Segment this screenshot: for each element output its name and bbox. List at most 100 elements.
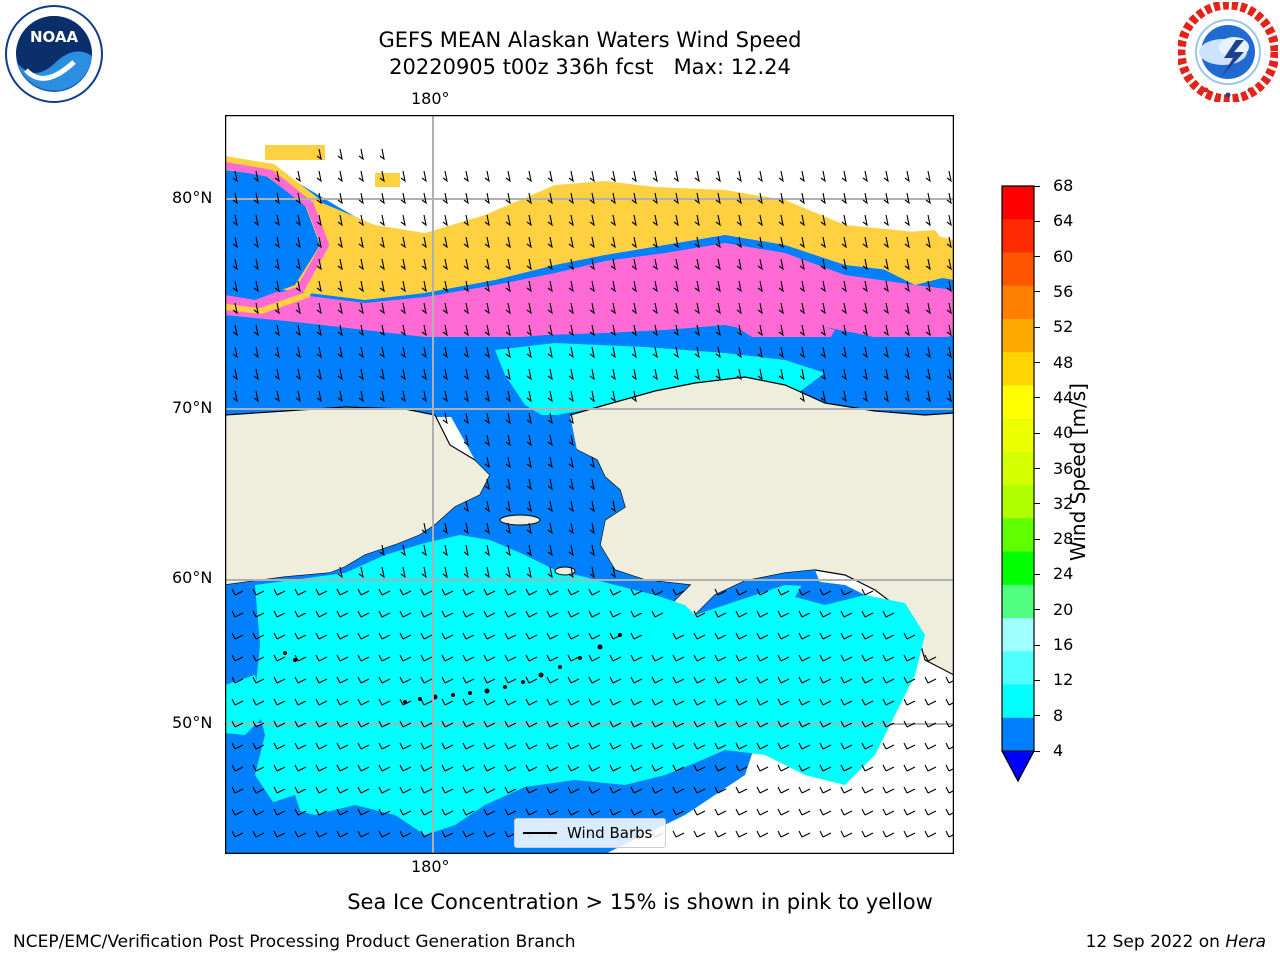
wind-barb: [693, 786, 706, 794]
wind-barb: [925, 258, 931, 271]
wind-barb: [442, 302, 448, 315]
colorbar-segment: [1002, 318, 1034, 353]
wind-barb: [946, 280, 952, 293]
wind-barb: [694, 170, 700, 183]
wind-barb: [525, 742, 538, 750]
wind-barb: [568, 236, 574, 249]
wind-barb: [904, 280, 910, 293]
wind-barb: [505, 522, 511, 535]
wind-barb: [484, 478, 490, 491]
wind-barb: [463, 522, 469, 535]
wind-barb: [609, 720, 622, 728]
colorbar-label: Wind Speed [m/s]: [1066, 383, 1090, 561]
wind-barb: [756, 588, 769, 596]
footer-credit: NCEP/EMC/Verification Post Processing Pr…: [13, 932, 576, 952]
wind-barb: [505, 390, 511, 403]
wind-barb: [421, 346, 427, 359]
wind-barb: [862, 324, 868, 337]
wind-barb: [757, 302, 763, 315]
wind-barb: [463, 324, 469, 337]
wind-barb: [337, 258, 343, 271]
wind-barb: [231, 764, 244, 772]
wind-barb: [756, 742, 769, 750]
wind-barb: [652, 280, 658, 293]
wind-barb: [441, 742, 454, 750]
wind-barb: [883, 236, 889, 249]
wind-barb: [505, 302, 511, 315]
wind-barb: [358, 280, 364, 293]
wind-barb: [883, 368, 889, 381]
wind-barb: [904, 192, 910, 205]
wind-barb: [462, 676, 475, 684]
wind-barb: [525, 764, 538, 772]
wind-barb: [462, 808, 475, 816]
wind-barb: [757, 346, 763, 359]
colorbar-segment: [1002, 551, 1034, 586]
wind-barb: [294, 720, 307, 728]
wind-barb: [442, 368, 448, 381]
wind-barb: [610, 236, 616, 249]
wind-barb: [547, 566, 553, 579]
wind-barb: [252, 720, 265, 728]
wind-barb: [399, 676, 412, 684]
colorbar-tick-label: 24: [1053, 564, 1074, 584]
wind-barb: [357, 632, 370, 640]
wind-barb: [610, 170, 616, 183]
wind-barb: [882, 830, 895, 838]
wind-barb: [652, 368, 658, 381]
wind-barb: [336, 654, 349, 662]
wind-barb: [378, 588, 391, 596]
wind-barb: [484, 456, 490, 469]
wind-barb: [420, 610, 433, 618]
colorbar-tick-mark: [1034, 220, 1040, 222]
wind-barb: [568, 302, 574, 315]
wind-barb: [715, 324, 721, 337]
colorbar-segment: [1002, 385, 1034, 420]
colorbar-segment: [1002, 584, 1034, 619]
wind-barb: [756, 610, 769, 618]
wind-barb: [294, 742, 307, 750]
wind-barb: [463, 302, 469, 315]
wind-barb: [274, 324, 280, 337]
wind-barb: [463, 566, 469, 579]
wind-barb: [778, 236, 784, 249]
north-pacific-cyan: [255, 535, 925, 835]
wind-barb: [714, 610, 727, 618]
wind-barb: [820, 390, 826, 403]
wind-barb: [357, 588, 370, 596]
wind-barb: [651, 676, 664, 684]
wind-barb: [861, 830, 874, 838]
wind-barb: [903, 632, 916, 640]
wind-barb: [274, 280, 280, 293]
wind-barb: [441, 764, 454, 772]
wind-barb: [547, 456, 553, 469]
wind-barb: [861, 632, 874, 640]
wind-barb: [777, 676, 790, 684]
wind-barb: [735, 610, 748, 618]
wind-barb: [273, 764, 286, 772]
wind-barb: [484, 214, 490, 227]
wind-barb: [946, 368, 952, 381]
wind-barb: [231, 610, 244, 618]
wind-barb: [421, 302, 427, 315]
wind-barb: [672, 786, 685, 794]
wind-barb: [631, 368, 637, 381]
wind-barb: [588, 676, 601, 684]
wind-barb: [568, 522, 574, 535]
colorbar-tick-mark: [1034, 468, 1040, 469]
wind-barb: [231, 588, 244, 596]
footer-host: Hera: [1225, 932, 1266, 952]
wind-barb: [357, 786, 370, 794]
wind-barb: [526, 258, 532, 271]
wind-barb: [316, 346, 322, 359]
wind-barb: [274, 346, 280, 359]
wind-barb: [568, 214, 574, 227]
wind-barb: [588, 720, 601, 728]
wind-barb: [798, 742, 811, 750]
colorbar-segment: [1002, 418, 1034, 453]
colorbar-tick-mark: [1034, 397, 1040, 399]
wind-barb: [588, 610, 601, 618]
wind-barb: [609, 588, 622, 596]
wind-barb: [274, 302, 280, 315]
wind-barb: [819, 632, 832, 640]
